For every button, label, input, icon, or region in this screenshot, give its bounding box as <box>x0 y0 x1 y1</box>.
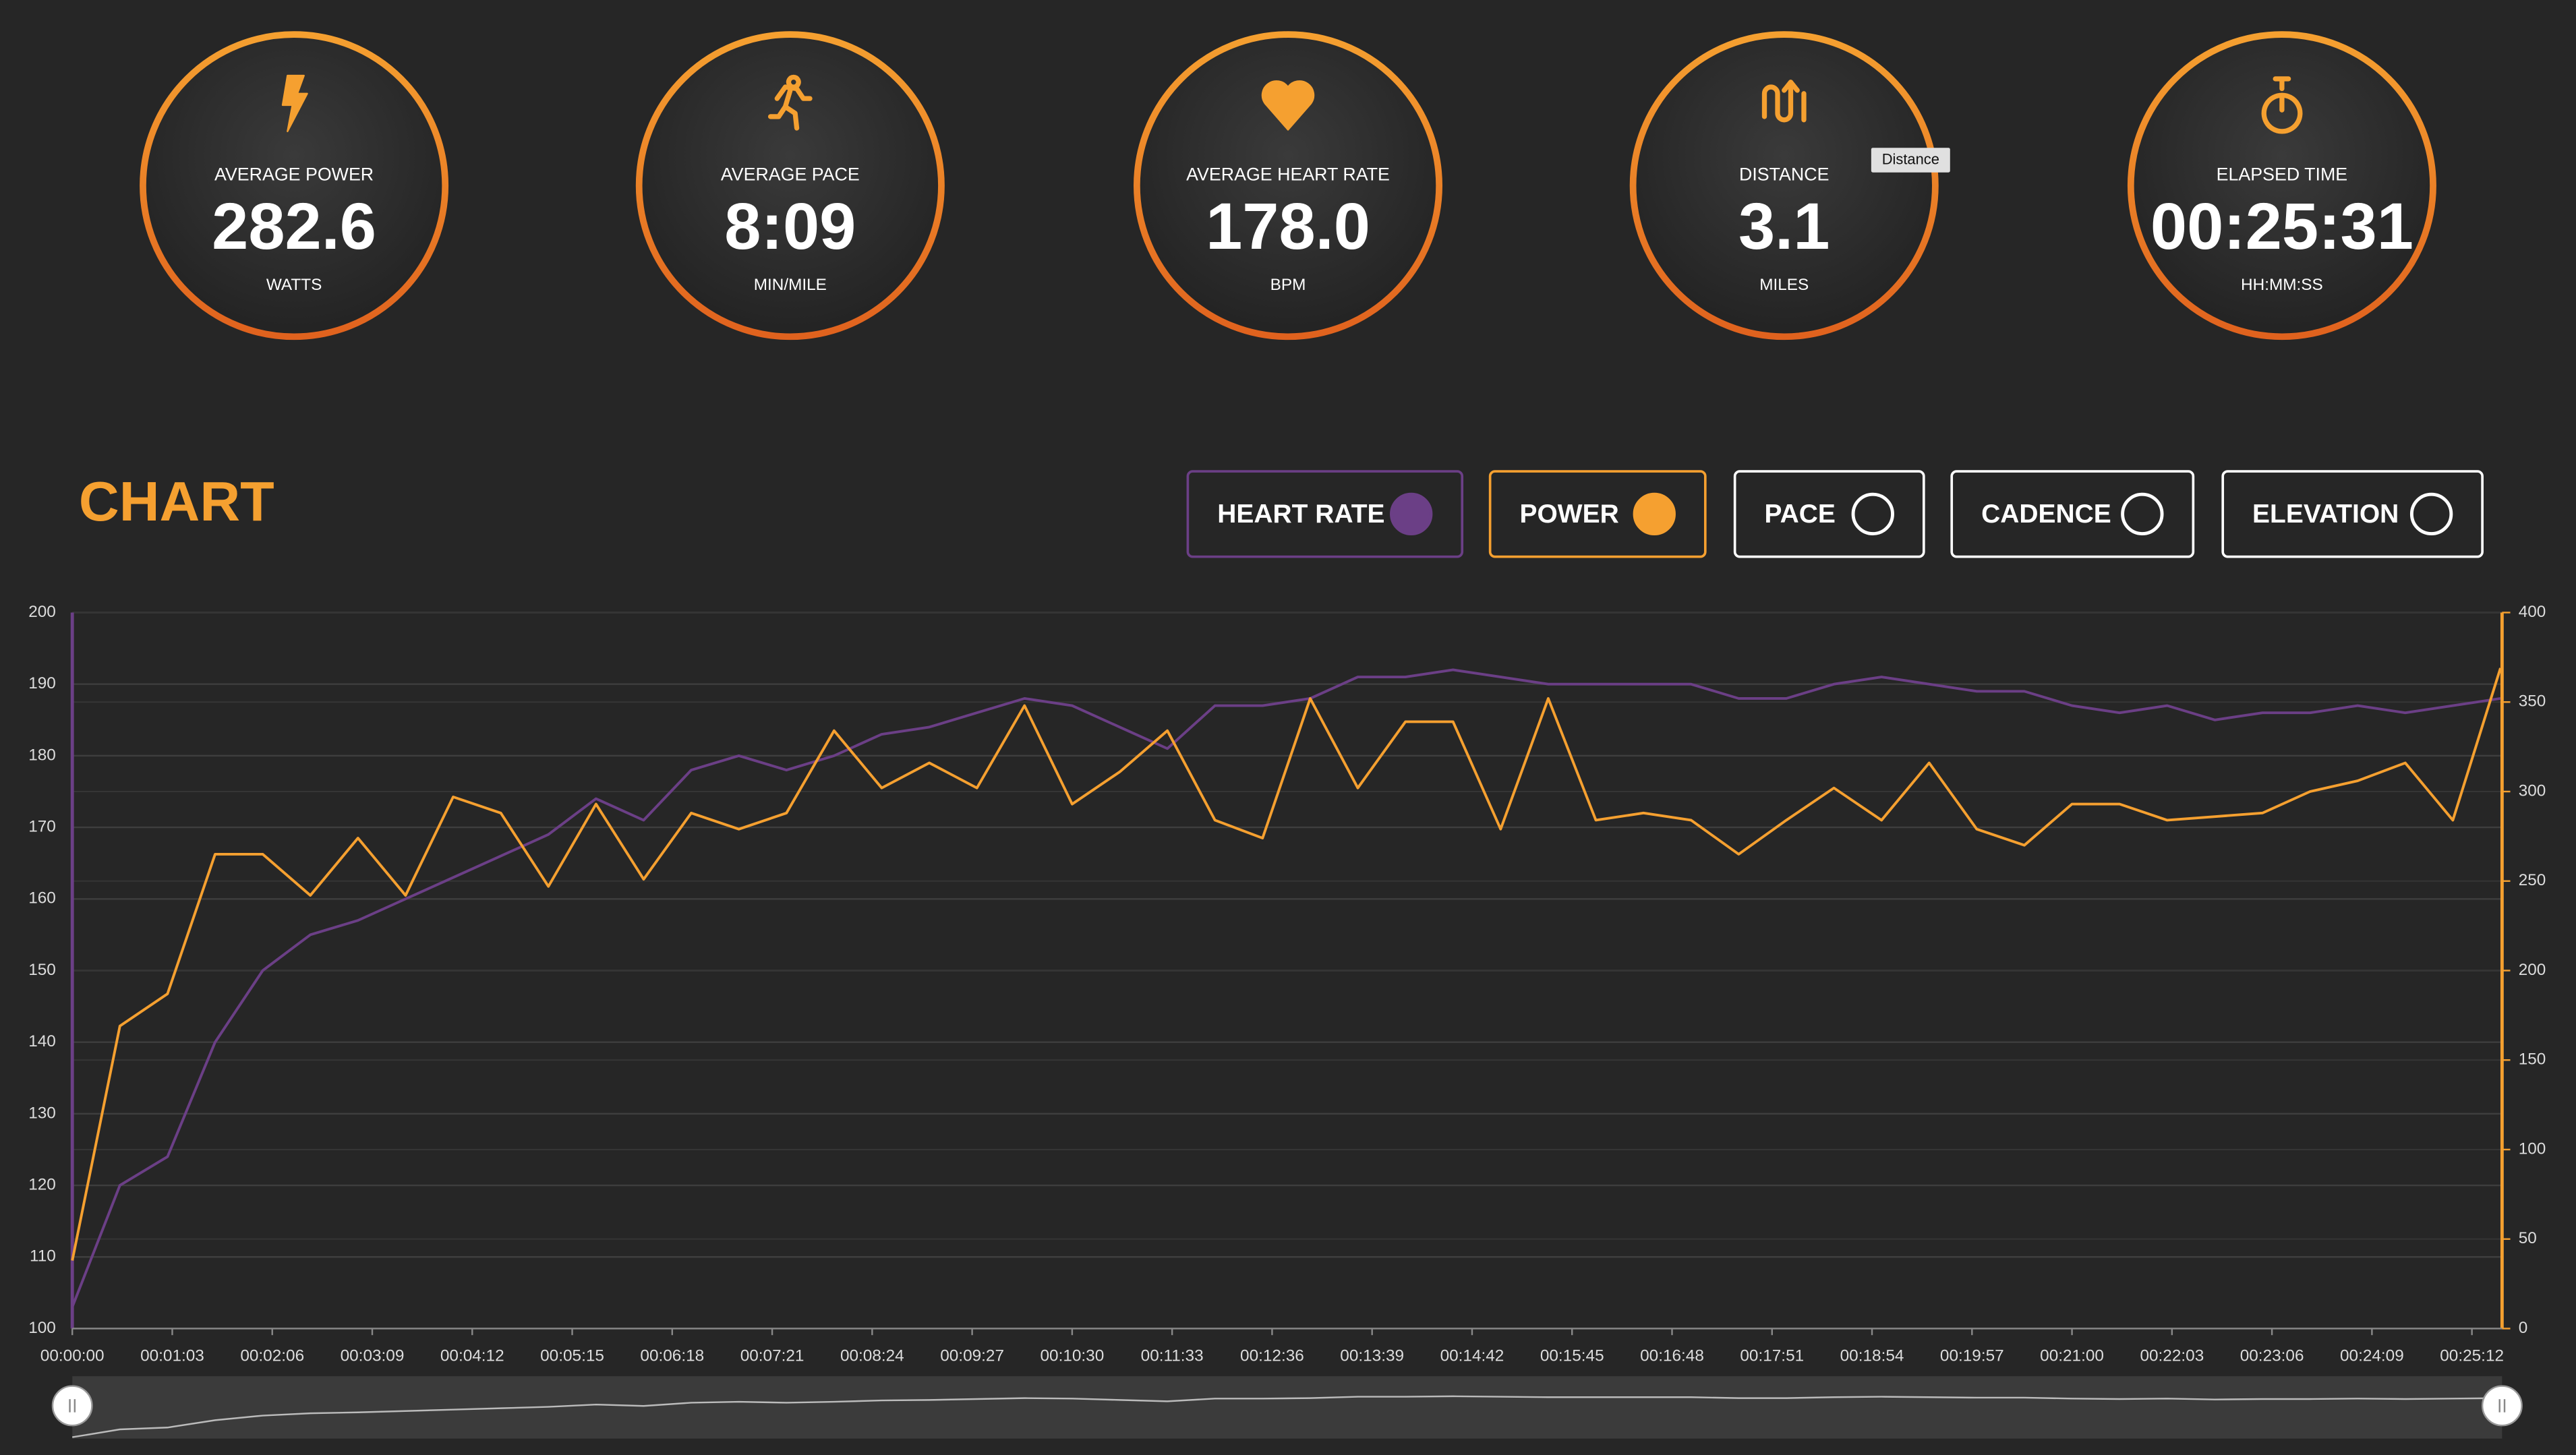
y-tick-label: 110 <box>30 1247 56 1266</box>
navigator <box>72 1376 2502 1439</box>
toggle-indicator <box>2121 492 2164 536</box>
stat-icon <box>2261 76 2303 134</box>
y2-tick-label: 250 <box>2519 871 2546 889</box>
y-tick-label: 100 <box>28 1319 56 1337</box>
x-tick-label: 00:22:03 <box>2140 1346 2204 1365</box>
x-tick-label: 00:15:45 <box>1540 1346 1604 1365</box>
navigator-line <box>71 1395 2501 1438</box>
x-tick-label: 00:09:27 <box>940 1346 1004 1365</box>
x-tick-label: 00:06:18 <box>640 1346 704 1365</box>
y2-tick-label: 300 <box>2519 781 2546 800</box>
y-tick-label: 200 <box>28 603 56 621</box>
toggle-indicator <box>1851 492 1894 536</box>
stat-ring <box>2127 31 2436 340</box>
x-tick-label: 00:13:39 <box>1340 1346 1404 1365</box>
x-tick-label: 00:11:33 <box>1141 1346 1204 1365</box>
y-tick-label: 160 <box>28 889 56 908</box>
stat-icon <box>1261 80 1315 131</box>
y-tick-label: 150 <box>28 961 56 979</box>
stat-value: 00:25:31 <box>2150 189 2413 263</box>
x-tick-label: 00:25:12 <box>2440 1346 2504 1365</box>
stat-icon <box>1761 80 1807 123</box>
y2-tick-label: 400 <box>2519 603 2546 621</box>
y-tick-label: 190 <box>28 674 56 692</box>
stat-ring <box>1133 31 1443 340</box>
y2-tick-label: 350 <box>2519 692 2546 711</box>
tooltip-box <box>1871 148 1950 173</box>
x-tick-label: 00:23:06 <box>2240 1346 2304 1365</box>
stat-unit: MILES <box>1759 276 1809 294</box>
y2-tick-label: 100 <box>2519 1139 2546 1158</box>
stat-unit: BPM <box>1270 276 1306 294</box>
stat-icon <box>281 74 308 133</box>
toggle-indicator <box>1633 492 1676 536</box>
x-tick-label: 00:04:12 <box>440 1346 504 1365</box>
stat-label: ELAPSED TIME <box>2217 165 2348 185</box>
stat-value: 8:09 <box>724 189 856 263</box>
toggle-label: ELEVATION <box>2252 500 2399 529</box>
x-tick-label: 00:19:57 <box>1940 1346 2004 1365</box>
navigator-handle[interactable] <box>2481 1385 2523 1427</box>
toggle-indicator <box>2409 492 2453 536</box>
series-toggle[interactable] <box>1186 470 1464 558</box>
tooltip: Distance <box>1882 150 1939 167</box>
x-tick-label: 00:10:30 <box>1040 1346 1104 1365</box>
stat-ring <box>140 31 449 340</box>
x-tick-label: 00:05:15 <box>540 1346 604 1365</box>
y-tick-label: 120 <box>28 1176 56 1194</box>
toggle-label: HEART RATE <box>1217 500 1384 529</box>
y2-tick-label: 0 <box>2519 1319 2528 1337</box>
series-line <box>71 668 2501 1308</box>
x-tick-label: 00:08:24 <box>840 1346 904 1365</box>
x-tick-label: 00:07:21 <box>740 1346 804 1365</box>
y-tick-label: 180 <box>28 746 56 764</box>
series-line <box>71 667 2502 1261</box>
stat-icon <box>767 74 813 131</box>
series-toggle[interactable] <box>1733 470 1925 558</box>
series-toggle[interactable] <box>1488 470 1707 558</box>
x-tick-label: 00:00:00 <box>40 1346 105 1365</box>
x-tick-label: 00:02:06 <box>240 1346 304 1365</box>
navigator-handle[interactable] <box>51 1385 93 1427</box>
stat-label: AVERAGE POWER <box>214 165 374 185</box>
stat-label: AVERAGE HEART RATE <box>1186 165 1390 185</box>
x-tick-label: 00:18:54 <box>1840 1346 1904 1365</box>
y-tick-label: 130 <box>28 1104 56 1122</box>
y2-tick-label: 200 <box>2519 961 2546 979</box>
x-tick-label: 00:17:51 <box>1740 1346 1804 1365</box>
stat-ring <box>1629 31 1939 340</box>
toggle-label: PACE <box>1765 500 1836 529</box>
stat-ring <box>635 31 945 340</box>
x-tick-label: 00:21:00 <box>2040 1346 2104 1365</box>
x-tick-label: 00:16:48 <box>1640 1346 1704 1365</box>
x-tick-label: 00:14:42 <box>1440 1346 1504 1365</box>
x-tick-label: 00:24:09 <box>2340 1346 2404 1365</box>
stat-unit: WATTS <box>266 276 322 294</box>
y2-tick-label: 50 <box>2519 1229 2537 1247</box>
stat-value: 178.0 <box>1206 189 1370 263</box>
series-toggle[interactable] <box>2221 470 2484 558</box>
y-tick-label: 170 <box>28 818 56 836</box>
stat-unit: MIN/MILE <box>754 276 827 294</box>
stat-value: 282.6 <box>212 189 376 263</box>
toggle-label: CADENCE <box>1981 500 2111 529</box>
y-tick-label: 140 <box>28 1032 56 1050</box>
series-toggle[interactable] <box>1950 470 2195 558</box>
y2-tick-label: 150 <box>2519 1050 2546 1069</box>
toggle-indicator <box>1390 492 1433 536</box>
toggle-label: POWER <box>1520 500 1619 529</box>
section-title: CHART <box>79 470 274 533</box>
stat-label: DISTANCE <box>1739 165 1829 185</box>
stat-label: AVERAGE PACE <box>721 165 860 185</box>
stat-value: 3.1 <box>1738 189 1829 263</box>
x-tick-label: 00:03:09 <box>341 1346 405 1365</box>
x-tick-label: 00:01:03 <box>140 1346 204 1365</box>
stat-unit: HH:MM:SS <box>2241 276 2323 294</box>
x-tick-label: 00:12:36 <box>1240 1346 1304 1365</box>
